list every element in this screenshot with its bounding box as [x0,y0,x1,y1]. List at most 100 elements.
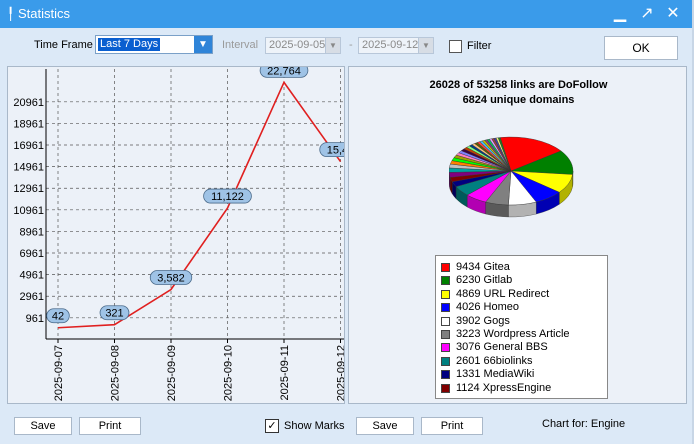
legend-item: 1124 XpressEngine [441,382,606,395]
legend-swatch [441,263,450,272]
left-save-button[interactable]: Save [14,417,72,435]
y-tick-label: 20961 [13,97,44,109]
line-chart-panel: 961 2961 4961 6961 8961 10961 12961 14961 16961 1… [7,62,362,404]
data-label-marker: 3,582 [149,270,193,285]
legend-item: 4026 Homeo [441,301,606,314]
chevron-down-icon[interactable]: ▼ [325,38,340,53]
legend-label: 1124 XpressEngine [456,381,552,394]
legend-swatch [441,370,450,380]
title-bar: ╿ Statistics ▁ ↗ ✕ [0,0,692,28]
y-tick-label: 16961 [13,140,44,152]
right-save-button[interactable]: Save [356,417,414,435]
maximize-icon[interactable]: ↗ [640,5,654,22]
x-tick-label: 2025-09-08 [110,345,122,401]
data-label-marker: 11,122 [203,188,252,204]
legend-item: 4869 URL Redirect [441,288,606,301]
legend-label: 4869 URL Redirect [456,287,550,300]
right-print-button[interactable]: Print [421,417,483,435]
pie-chart-title: 26028 of 53258 links are DoFollow [429,79,608,91]
ok-button[interactable]: OK [604,36,678,60]
legend-label: 9434 Gitea [456,261,510,273]
x-tick-label: 2025-09-07 [53,345,65,401]
pie-depth [449,170,574,218]
legend-swatch [441,276,450,286]
legend-label: 3076 General BBS [456,341,548,354]
legend-item: 3902 Gogs [441,315,606,328]
x-tick-label: 2025-09-09 [166,345,178,401]
y-tick-label: 18961 [13,118,44,130]
toolbar: Time Frame Last 7 Days ▼ Interval 2025-0… [0,28,692,64]
svg-text:3,582: 3,582 [157,273,185,285]
legend-item: 6230 Gitlab [441,274,606,287]
line-chart: 961 2961 4961 6961 8961 10961 12961 14961 16961 1… [13,62,362,401]
window-title: Statistics [18,6,71,21]
y-tick-label: 8961 [20,226,44,238]
date-to-field[interactable]: 2025-09-12 ▼ [358,37,434,54]
x-tick-label: 2025-09-12 [336,345,345,401]
series-line [57,80,342,329]
show-marks-label: Show Marks [284,420,345,432]
time-frame-value: Last 7 Days [96,37,162,52]
date-separator: - [349,39,353,51]
legend-item: 1331 MediaWiki [441,368,606,381]
minimize-icon[interactable]: ▁ [613,5,627,22]
pin-icon: ╿ [7,7,15,21]
legend-label: 3902 Gogs [456,314,510,327]
legend-swatch [441,343,450,353]
legend-item: 3076 General BBS [441,341,606,354]
date-to-value: 2025-09-12 [362,39,419,51]
data-label-marker: 321 [99,305,130,321]
pie-slice-other [497,137,512,172]
y-tick-label: 12961 [13,183,44,195]
chevron-down-icon[interactable]: ▼ [418,38,433,53]
date-from-field[interactable]: 2025-09-05 ▼ [265,37,341,54]
svg-text:321: 321 [105,308,123,320]
y-tick-label: 2961 [20,291,44,303]
svg-text:42: 42 [52,311,64,323]
data-label-marker: 15,42 [319,142,362,157]
svg-text:15,42: 15,42 [327,145,344,157]
y-tick-label: 14961 [13,162,44,174]
pie-chart [449,136,574,218]
x-tick-label: 2025-09-10 [223,345,235,401]
legend-item: 2601 66biolinks [441,355,606,368]
x-tick-label: 2025-09-11 [279,345,291,400]
legend-swatch [441,383,450,393]
legend-label: 3223 Wordpress Article [456,328,570,340]
interval-label: Interval [222,39,259,51]
y-tick-label: 961 [26,313,44,325]
time-frame-label: Time Frame [34,39,93,51]
svg-text:22,764: 22,764 [267,67,301,77]
legend-swatch [441,289,450,299]
y-tick-label: 4961 [20,270,44,282]
svg-text:11,122: 11,122 [211,191,244,203]
y-tick-label: 10961 [13,205,44,217]
legend-swatch [441,356,450,366]
legend-label: 6230 Gitlab [456,274,513,287]
legend-item: 9434 Gitea [441,261,606,274]
legend-label: 4026 Homeo [456,301,519,314]
chart-for-label: Chart for: Engine [542,418,626,430]
time-frame-select[interactable]: Last 7 Days ▼ [95,35,213,54]
legend-swatch [441,316,450,326]
close-icon[interactable]: ✕ [666,5,680,22]
pie-legend: 9434 Gitea 6230 Gitlab 4869 URL Redirect 40… [435,255,608,399]
legend-item: 3223 Wordpress Article [441,328,606,341]
legend-label: 1331 MediaWiki [456,368,535,381]
show-marks-checkbox[interactable]: ✓ [265,419,279,433]
left-print-button[interactable]: Print [79,417,141,435]
filter-label: Filter [467,40,492,52]
legend-swatch [441,330,450,339]
date-from-value: 2025-09-05 [269,39,326,51]
y-tick-label: 6961 [20,248,44,260]
legend-swatch [441,303,450,313]
pie-chart-panel: 26028 of 53258 links are DoFollow 6824 u… [348,66,687,404]
chevron-down-icon[interactable]: ▼ [194,36,212,53]
legend-label: 2601 66biolinks [456,354,533,367]
background-window-edge [692,0,694,444]
pie-chart-subtitle: 6824 unique domains [462,94,575,106]
pie-slice [499,136,562,172]
filter-checkbox[interactable] [449,40,462,53]
data-label-marker: 22,764 [259,62,309,78]
